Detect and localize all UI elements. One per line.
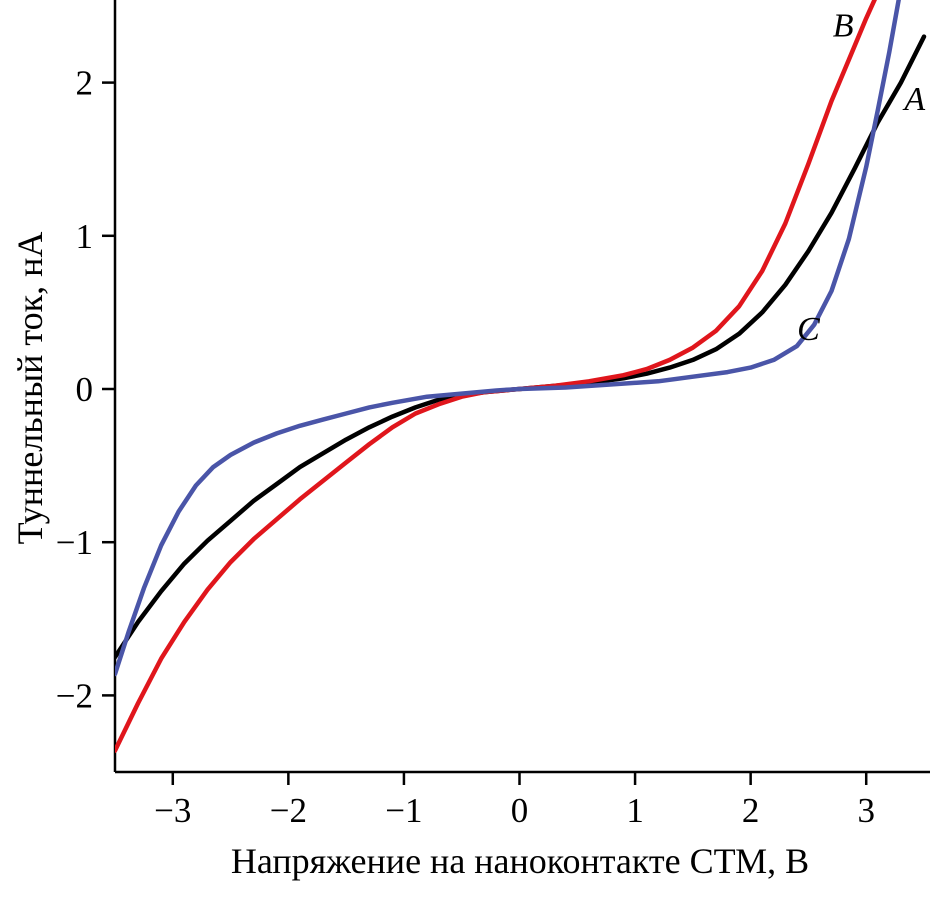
x-tick-label: 3 (857, 791, 875, 830)
x-tick-label: 0 (511, 791, 529, 830)
y-tick-label: 0 (76, 370, 94, 409)
curve-B (115, 0, 877, 753)
y-tick-label: −1 (56, 523, 93, 562)
curve-C (115, 0, 901, 677)
y-tick-label: 2 (76, 64, 94, 103)
x-tick-label: 1 (626, 791, 644, 830)
curve-label-C: C (797, 311, 820, 348)
x-tick-label: −2 (270, 791, 307, 830)
x-axis-label: Напряжение на наноконтакте СТМ, В (230, 841, 810, 881)
y-axis-label: Туннельный ток, нА (10, 231, 50, 545)
x-tick-label: −1 (385, 791, 422, 830)
x-tick-label: −3 (154, 791, 191, 830)
y-tick-label: −2 (56, 676, 93, 715)
x-tick-label: 2 (742, 791, 760, 830)
y-tick-label: 1 (76, 217, 94, 256)
curve-label-B: B (833, 8, 854, 45)
curves-group (115, 0, 927, 753)
curve-label-A: A (902, 81, 925, 118)
